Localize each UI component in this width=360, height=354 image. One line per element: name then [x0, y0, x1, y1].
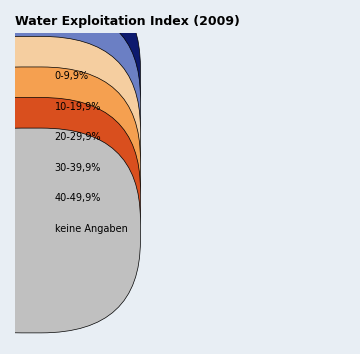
FancyBboxPatch shape [0, 67, 140, 272]
Text: 10-19,9%: 10-19,9% [55, 102, 101, 112]
Text: 30-39,9%: 30-39,9% [55, 163, 101, 173]
Text: Water Exploitation Index (2009): Water Exploitation Index (2009) [15, 15, 240, 28]
Text: 40-49,9%: 40-49,9% [55, 193, 101, 204]
FancyBboxPatch shape [0, 6, 140, 211]
FancyBboxPatch shape [0, 128, 140, 333]
Text: keine Angaben: keine Angaben [55, 224, 127, 234]
Text: 0-9,9%: 0-9,9% [55, 71, 89, 81]
FancyBboxPatch shape [0, 97, 140, 302]
FancyBboxPatch shape [0, 0, 140, 180]
FancyBboxPatch shape [0, 36, 140, 241]
Text: 20-29,9%: 20-29,9% [55, 132, 101, 142]
